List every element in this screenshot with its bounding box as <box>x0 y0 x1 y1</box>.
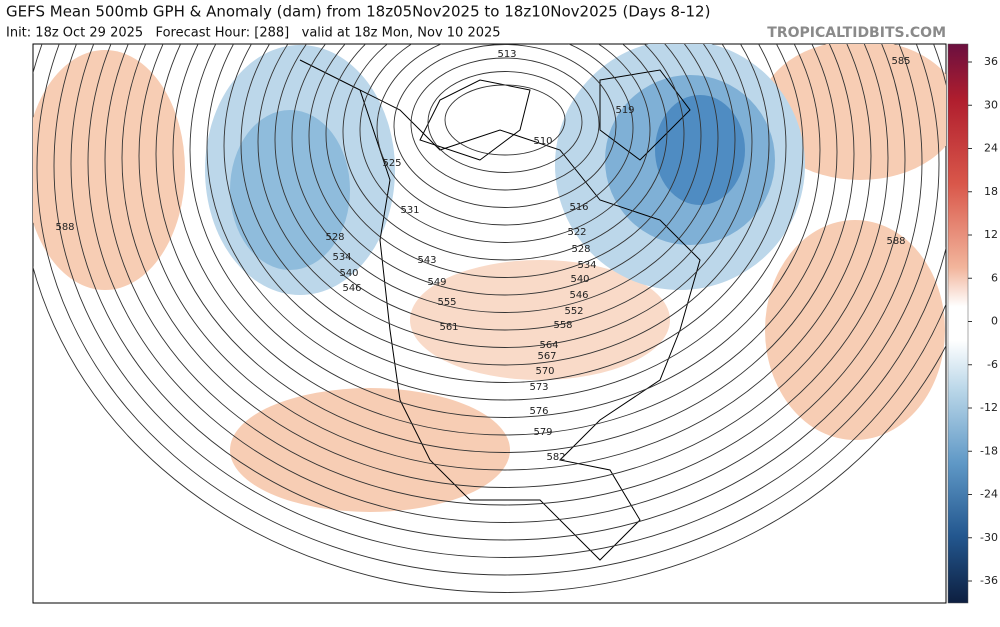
anomaly-positive <box>760 44 946 180</box>
contour-label: 585 <box>891 56 910 67</box>
colorbar-label: 24 <box>984 142 998 155</box>
contour-label: 546 <box>342 283 361 294</box>
contour-line <box>70 44 940 541</box>
anomaly-negative <box>230 110 350 270</box>
colorbar-label: -12 <box>980 401 998 414</box>
anomaly-positive <box>33 50 185 290</box>
contour-line <box>257 44 753 348</box>
colorbar-label: 18 <box>984 185 998 198</box>
contour-label: 579 <box>533 427 552 438</box>
colorbar-label: -18 <box>980 444 998 457</box>
contour-label: 534 <box>577 260 596 271</box>
subtitle: Init: 18z Oct 29 2025 Forecast Hour: [28… <box>6 26 501 41</box>
contour-label: 543 <box>417 255 436 266</box>
anomaly-positive <box>230 388 510 512</box>
colorbar-label: -30 <box>980 531 998 544</box>
contour-line <box>427 71 583 173</box>
colorbar-label: -36 <box>980 574 998 587</box>
contour-label: 528 <box>325 232 344 243</box>
anomaly-positive <box>765 220 945 440</box>
contour-label: 546 <box>569 290 588 301</box>
contour-line <box>206 44 804 401</box>
contour-line <box>172 44 838 436</box>
contour-line <box>444 84 566 156</box>
contour-label: 525 <box>382 158 401 169</box>
contour-label: 558 <box>553 320 572 331</box>
contour-label: 561 <box>439 322 458 333</box>
contour-label: 588 <box>55 222 74 233</box>
contour-label: 570 <box>535 366 554 377</box>
contour-label: 576 <box>529 406 548 417</box>
contour-label: 510 <box>533 136 552 147</box>
colorbar-label: 36 <box>984 55 998 68</box>
contour-label: 516 <box>569 202 588 213</box>
contour-line <box>87 44 923 523</box>
coastline <box>419 69 691 161</box>
contour-label: 588 <box>886 236 905 247</box>
colorbar-label: 0 <box>991 315 998 328</box>
contour-label: 528 <box>571 244 590 255</box>
contour-label: 540 <box>570 274 589 285</box>
contour-label: 513 <box>497 49 516 60</box>
contour-label: 573 <box>529 382 548 393</box>
contour-line <box>291 44 719 313</box>
colorbar-label: 30 <box>984 98 998 111</box>
contour-line <box>325 44 685 278</box>
contour-line <box>155 44 855 453</box>
contour-line <box>121 44 889 488</box>
contour-label: 582 <box>546 452 565 463</box>
contour-label: 555 <box>437 297 456 308</box>
contour-line <box>359 44 651 243</box>
colorbar-label: 12 <box>984 228 998 241</box>
contour-line <box>308 44 702 296</box>
colorbar-label: -24 <box>980 488 998 501</box>
contour-line <box>410 57 600 191</box>
contour-line <box>274 44 736 331</box>
title: GEFS Mean 500mb GPH & Anomaly (dam) from… <box>6 3 710 21</box>
height-contours <box>33 44 946 593</box>
map-layer <box>33 44 946 593</box>
site-credit: TROPICALTIDBITS.COM <box>767 25 946 41</box>
colorbar-label: -6 <box>987 358 998 371</box>
contour-line <box>33 44 946 593</box>
contour-label: 522 <box>567 227 586 238</box>
contour-label: 549 <box>427 277 446 288</box>
colorbar-ticks: 36 30 24 18 12 6 0 -6 -12 -18 -24 -30 -36 <box>968 55 998 587</box>
contour-line <box>36 44 946 576</box>
coastline <box>299 59 701 561</box>
contour-label: 540 <box>339 268 358 279</box>
contour-line <box>376 44 634 226</box>
contour-label: 534 <box>332 252 351 263</box>
contour-label: 567 <box>537 351 556 362</box>
anomaly-positive <box>410 260 670 380</box>
contour-label: 519 <box>615 105 634 116</box>
contour-line <box>138 44 872 471</box>
colorbar <box>947 43 969 604</box>
colorbar-label: 6 <box>991 271 998 284</box>
contour-label: 531 <box>400 205 419 216</box>
contour-line <box>189 44 821 418</box>
contour-line <box>393 44 617 208</box>
contour-line <box>342 44 668 261</box>
contour-line <box>240 44 770 366</box>
contour-line <box>104 44 906 506</box>
contour-label: 552 <box>564 306 583 317</box>
contour-line <box>223 44 787 383</box>
contour-line <box>53 44 946 558</box>
contour-labels: 513 510 519 525 531 528 534 540 546 543 549 555 561 5… <box>55 49 910 463</box>
contour-label: 564 <box>539 340 558 351</box>
